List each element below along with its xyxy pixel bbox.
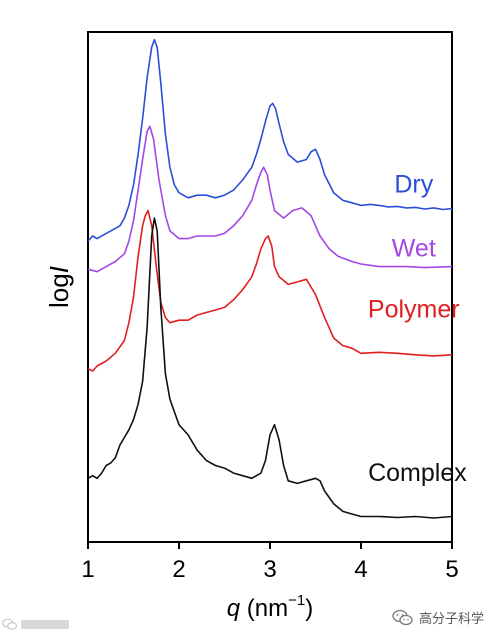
x-tick-label: 5 (445, 556, 458, 583)
watermark-right-text: 高分子科学 (419, 611, 485, 626)
x-axis-ticks: 1 2 3 4 5 (81, 542, 459, 583)
watermark-left (2, 618, 69, 631)
y-axis-label: logI (44, 266, 74, 308)
series-label-complex: Complex (368, 459, 467, 487)
y-axis-prefix: log (44, 273, 74, 308)
series-layer (87, 38, 453, 519)
x-axis-label: q (nm−1) (227, 592, 313, 622)
series-line-polymer (87, 209, 453, 372)
series-label-wet: Wet (392, 234, 436, 262)
x-axis-unit: (nm (240, 595, 288, 622)
y-axis-symbol: I (44, 266, 74, 273)
series-labels: Dry Wet Polymer Complex (368, 171, 467, 487)
wechat-icon (2, 618, 17, 630)
series-label-polymer: Polymer (368, 296, 460, 324)
x-axis-close: ) (305, 595, 313, 622)
watermark-right: 高分子科学 (392, 608, 484, 627)
x-tick-label: 3 (263, 556, 276, 583)
series-line-wet (87, 125, 453, 273)
x-axis-exponent: −1 (288, 592, 305, 609)
series-line-dry (87, 38, 453, 242)
x-axis-symbol: q (227, 595, 241, 622)
series-line-complex (87, 217, 453, 519)
x-tick-label: 1 (81, 556, 94, 583)
watermark-left-smudge (21, 620, 69, 629)
wechat-icon (392, 609, 413, 625)
x-tick-label: 4 (354, 556, 367, 583)
series-label-dry: Dry (394, 171, 433, 199)
x-tick-label: 2 (172, 556, 185, 583)
